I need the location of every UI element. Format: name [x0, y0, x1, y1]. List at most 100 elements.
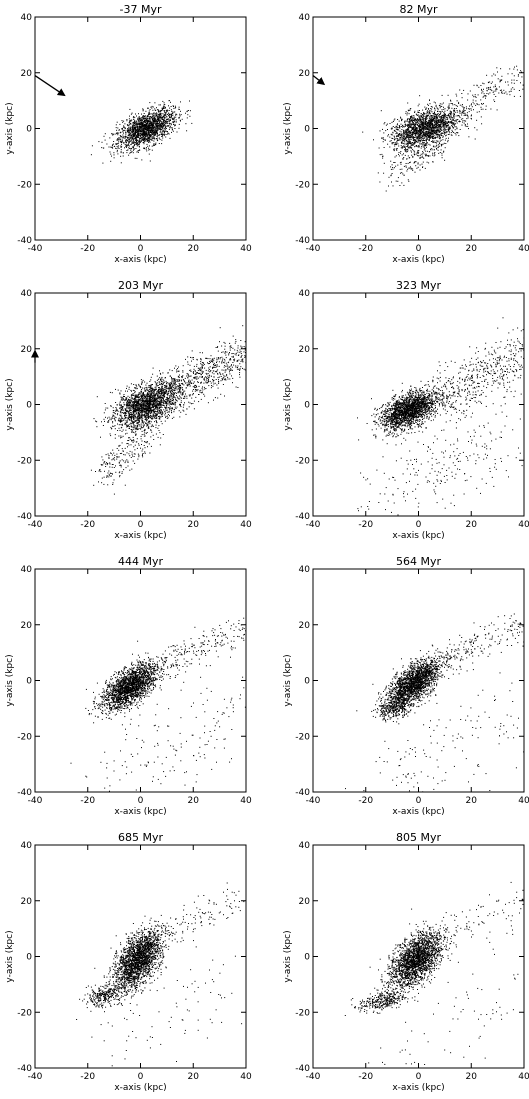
star-particle — [431, 124, 433, 126]
star-particle — [146, 423, 148, 425]
star-particle — [179, 113, 181, 115]
star-particle — [170, 124, 172, 126]
star-particle — [161, 110, 163, 111]
star-particle — [140, 425, 142, 427]
star-particle — [116, 129, 118, 131]
star-particle — [147, 427, 149, 429]
star-particle — [420, 120, 422, 122]
star-particle — [107, 407, 109, 409]
star-particle — [136, 141, 137, 143]
star-particle — [419, 132, 421, 134]
star-particle — [139, 118, 141, 120]
star-particle — [412, 124, 414, 126]
star-particle — [152, 145, 154, 147]
debris-particle — [411, 151, 412, 153]
star-particle — [427, 114, 429, 116]
star-particle — [131, 430, 133, 432]
star-particle — [404, 137, 406, 139]
star-particle — [95, 420, 97, 422]
star-particle — [134, 128, 136, 129]
star-particle — [396, 132, 398, 134]
star-particle — [117, 134, 119, 136]
star-particle — [144, 134, 146, 136]
star-particle — [423, 127, 425, 129]
star-particle — [425, 123, 427, 125]
star-particle — [139, 141, 141, 142]
star-particle — [141, 382, 143, 384]
star-particle — [143, 128, 145, 129]
star-particle — [432, 125, 434, 127]
debris-particle — [433, 155, 435, 157]
star-particle — [427, 110, 429, 112]
star-particle — [157, 385, 159, 386]
star-particle — [118, 148, 120, 149]
star-particle — [443, 127, 445, 129]
star-particle — [154, 113, 156, 115]
star-particle — [186, 130, 188, 132]
star-particle — [164, 110, 166, 112]
debris-particle — [417, 153, 419, 154]
star-particle — [130, 129, 132, 131]
star-particle — [417, 110, 419, 112]
star-particle — [436, 107, 438, 109]
star-particle — [400, 123, 402, 125]
star-particle — [417, 136, 419, 138]
star-particle — [136, 130, 138, 132]
star-particle — [145, 123, 147, 125]
star-particle — [423, 129, 425, 131]
star-particle — [128, 123, 130, 125]
star-particle — [419, 120, 421, 122]
star-particle — [430, 110, 432, 112]
star-particle — [420, 139, 422, 141]
star-particle — [126, 401, 128, 403]
y-tick-label: -40 — [295, 236, 310, 246]
star-particle — [144, 118, 146, 120]
star-particle — [419, 124, 421, 126]
star-particle — [161, 389, 163, 391]
star-particle — [440, 123, 442, 125]
star-particle — [142, 129, 144, 131]
star-particle — [426, 125, 428, 127]
debris-particle — [495, 90, 497, 92]
debris-particle — [416, 155, 418, 157]
star-particle — [410, 123, 412, 125]
star-particle — [113, 154, 115, 156]
star-particle — [158, 388, 160, 390]
star-particle — [133, 118, 134, 120]
star-particle — [408, 124, 410, 126]
star-particle — [434, 123, 436, 125]
star-particle — [436, 125, 437, 127]
star-particle — [410, 116, 412, 118]
star-particle — [164, 120, 166, 122]
star-particle — [395, 155, 397, 157]
star-particle — [159, 409, 161, 411]
star-particle — [399, 127, 401, 129]
star-particle — [134, 426, 136, 428]
debris-particle — [426, 155, 428, 156]
star-particle — [442, 136, 444, 138]
star-particle — [151, 107, 153, 109]
star-particle — [142, 398, 144, 400]
star-particle — [443, 119, 444, 121]
star-particle — [164, 389, 166, 390]
debris-particle — [400, 163, 402, 165]
star-particle — [133, 128, 135, 130]
star-particle — [414, 136, 416, 138]
star-particle — [432, 131, 434, 133]
star-particle — [159, 397, 161, 399]
debris-particle — [441, 103, 443, 105]
star-particle — [144, 125, 145, 127]
star-particle — [120, 412, 122, 414]
x-tick-label: 20 — [466, 244, 478, 254]
star-particle — [151, 123, 153, 125]
star-particle — [419, 131, 421, 133]
star-particle — [149, 380, 151, 382]
star-particle — [160, 393, 162, 395]
star-particle — [140, 140, 142, 142]
star-particle — [417, 150, 419, 152]
debris-particle — [495, 96, 497, 97]
star-particle — [145, 401, 147, 403]
star-particle — [424, 124, 426, 126]
debris-particle — [473, 96, 475, 98]
star-particle — [154, 132, 156, 134]
